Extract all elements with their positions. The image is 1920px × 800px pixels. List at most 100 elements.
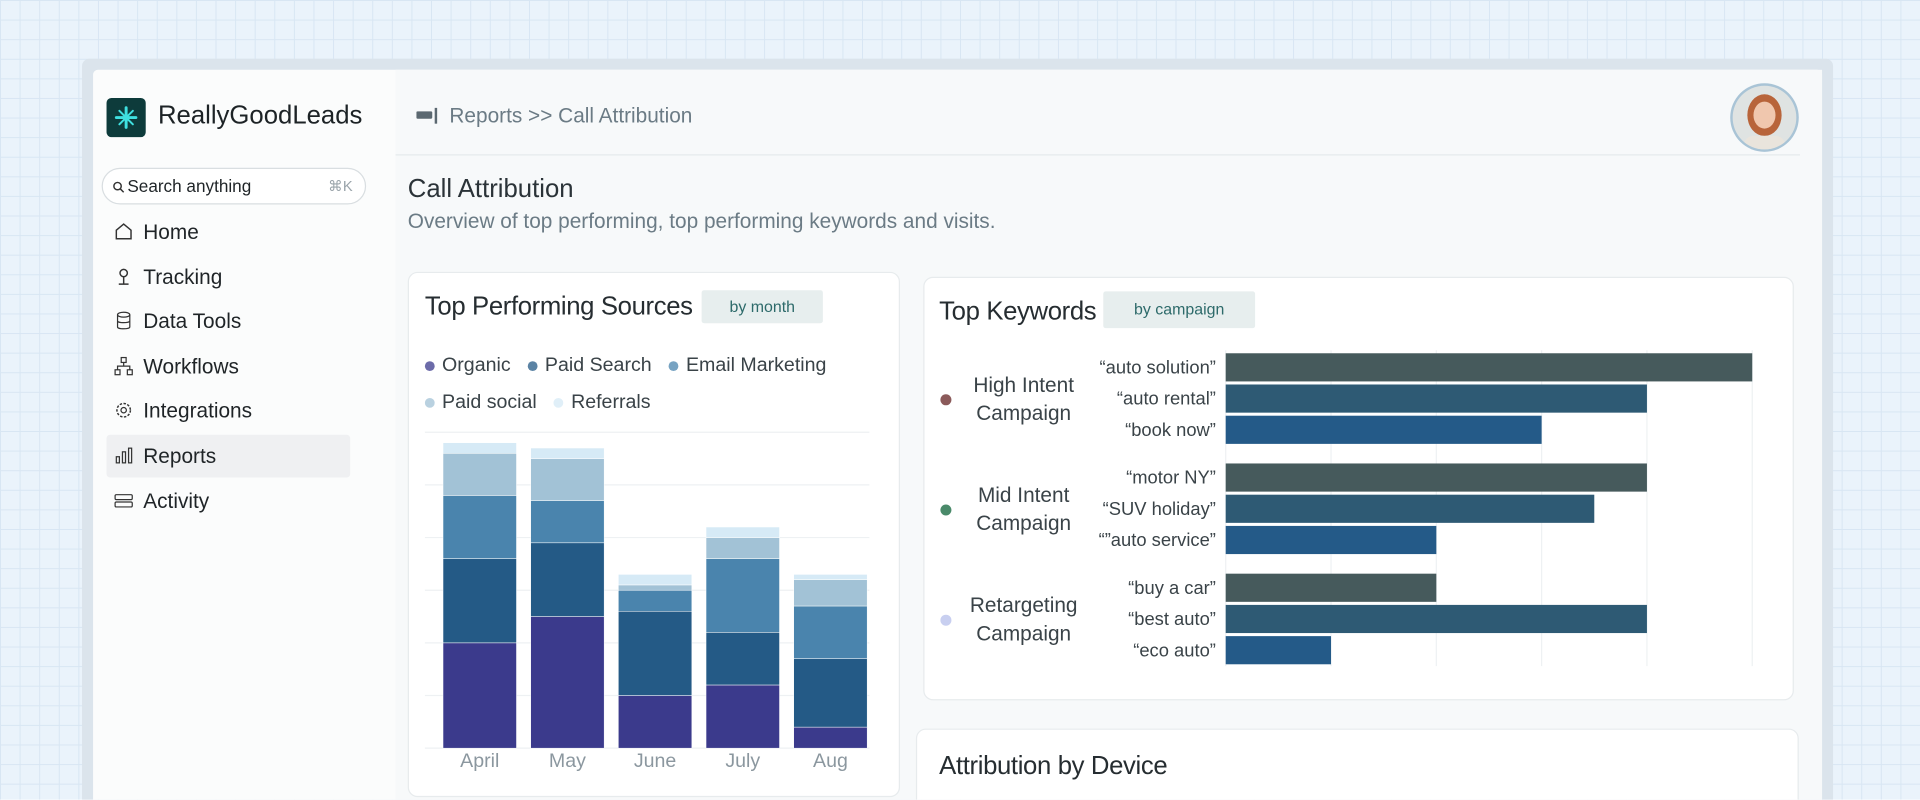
search-shortcut: ⌘K [328, 177, 353, 195]
bar-segment [530, 616, 605, 749]
nav-item[interactable]: Integrations [107, 389, 351, 432]
nav-item[interactable]: Data Tools [107, 300, 351, 343]
bar-segment [705, 558, 780, 633]
x-tick-label: July [725, 750, 760, 772]
bar [1225, 384, 1647, 413]
campaign-label: Mid Intent Campaign [976, 483, 1072, 535]
x-tick-label: April [460, 750, 499, 772]
bar-segment [793, 574, 868, 580]
logo-icon [114, 106, 138, 129]
x-tick-label: Aug [813, 750, 848, 772]
bar-segment [442, 642, 517, 749]
bar-segment [618, 611, 693, 696]
bar-segment [793, 605, 868, 659]
y-tick-label: “SUV holiday” [1103, 498, 1216, 519]
legend-label: Paid social [442, 391, 537, 413]
nav-icon [116, 402, 132, 418]
nav-item[interactable]: Tracking [107, 256, 351, 299]
sidebar-toggle-icon[interactable] [416, 107, 440, 125]
legend-label: Email Marketing [685, 355, 827, 376]
legend-swatch [424, 397, 435, 408]
bar [1225, 494, 1595, 523]
bar-segment [705, 537, 780, 559]
legend-swatch [553, 397, 564, 408]
bar [1225, 463, 1647, 492]
sources-chart: April May June July Aug [424, 431, 870, 772]
nav-item[interactable]: Workflows [107, 345, 351, 388]
y-tick-label: “”auto service” [1099, 529, 1216, 550]
nav-item[interactable]: Activity [107, 480, 351, 523]
keywords-title: Top Keywords [939, 297, 1097, 326]
device-card [915, 728, 1799, 800]
keywords-toggle[interactable]: by campaign [1103, 291, 1256, 329]
bar-segment [618, 574, 693, 586]
sources-toggle[interactable]: by month [701, 290, 823, 324]
legend: Organic Paid Search Email Marketing Paid so… [424, 355, 854, 414]
nav-icon [115, 223, 132, 240]
bar-segment [705, 526, 780, 538]
campaign-label: Retargeting Campaign [969, 593, 1078, 645]
y-tick-label: “auto solution” [1100, 356, 1216, 377]
bar [1225, 353, 1753, 382]
nav-item[interactable]: Reports [106, 434, 351, 478]
campaign-label: High Intent Campaign [973, 372, 1075, 425]
brand: ReallyGoodLeads [157, 101, 363, 130]
campaign-dot [940, 503, 952, 515]
bar-segment [705, 632, 780, 686]
y-tick-label: “eco auto” [1133, 639, 1216, 660]
legend-swatch [527, 361, 538, 372]
legend-entry: Paid Search [527, 355, 652, 377]
bar [1225, 525, 1437, 555]
nav-icon [114, 494, 133, 508]
bar-segment [793, 658, 868, 728]
device-title: Attribution by Device [939, 751, 1168, 780]
page-subtitle: Overview of top performing, top performi… [407, 209, 996, 233]
legend-entry: Email Marketing [668, 355, 827, 377]
y-tick-label: “best auto” [1128, 608, 1216, 629]
bar-segment [618, 589, 693, 612]
bar-segment [530, 458, 605, 501]
nav-item[interactable]: Home [107, 211, 351, 254]
y-tick-label: “motor NY” [1126, 467, 1216, 488]
header-divider [395, 154, 1800, 156]
y-tick-label: “buy a car” [1128, 577, 1216, 598]
nav-label: Home [143, 220, 199, 244]
bar [1225, 604, 1647, 634]
logo[interactable] [106, 97, 146, 138]
bar-segment [530, 447, 605, 459]
nav-label: Workflows [143, 355, 239, 379]
nav-label: Integrations [143, 399, 253, 423]
x-tick-label: June [634, 750, 677, 772]
y-tick-label: “book now” [1125, 419, 1216, 440]
legend-entry: Organic [424, 355, 511, 377]
bar-segment [705, 684, 780, 749]
bar-segment [618, 584, 693, 591]
y-tick-label: “auto rental” [1117, 388, 1216, 409]
legend-label: Referrals [571, 391, 651, 413]
legend-swatch [424, 361, 435, 372]
search-box[interactable]: Search anything ⌘K [101, 167, 367, 205]
bar-segment [442, 442, 517, 454]
bar [1225, 415, 1542, 444]
bar [1225, 636, 1332, 665]
x-tick-label: May [549, 750, 586, 772]
avatar[interactable] [1729, 82, 1800, 153]
page-title: Call Attribution [407, 175, 574, 204]
legend-entry: Referrals [553, 391, 651, 414]
bar-segment [530, 542, 605, 617]
nav-icon [114, 356, 133, 376]
nav-label: Data Tools [143, 309, 242, 334]
nav-label: Activity [143, 489, 210, 514]
bar-segment [618, 695, 693, 749]
legend-label: Organic [442, 355, 511, 376]
breadcrumb: Reports >> Call Attribution [449, 104, 693, 128]
campaign-dot [940, 393, 952, 405]
search-icon [113, 181, 125, 193]
nav-icon [116, 311, 131, 330]
sources-title: Top Performing Sources [424, 292, 693, 321]
search-placeholder: Search anything [127, 176, 252, 196]
nav-label: Reports [143, 444, 217, 468]
bar-segment [530, 500, 605, 544]
